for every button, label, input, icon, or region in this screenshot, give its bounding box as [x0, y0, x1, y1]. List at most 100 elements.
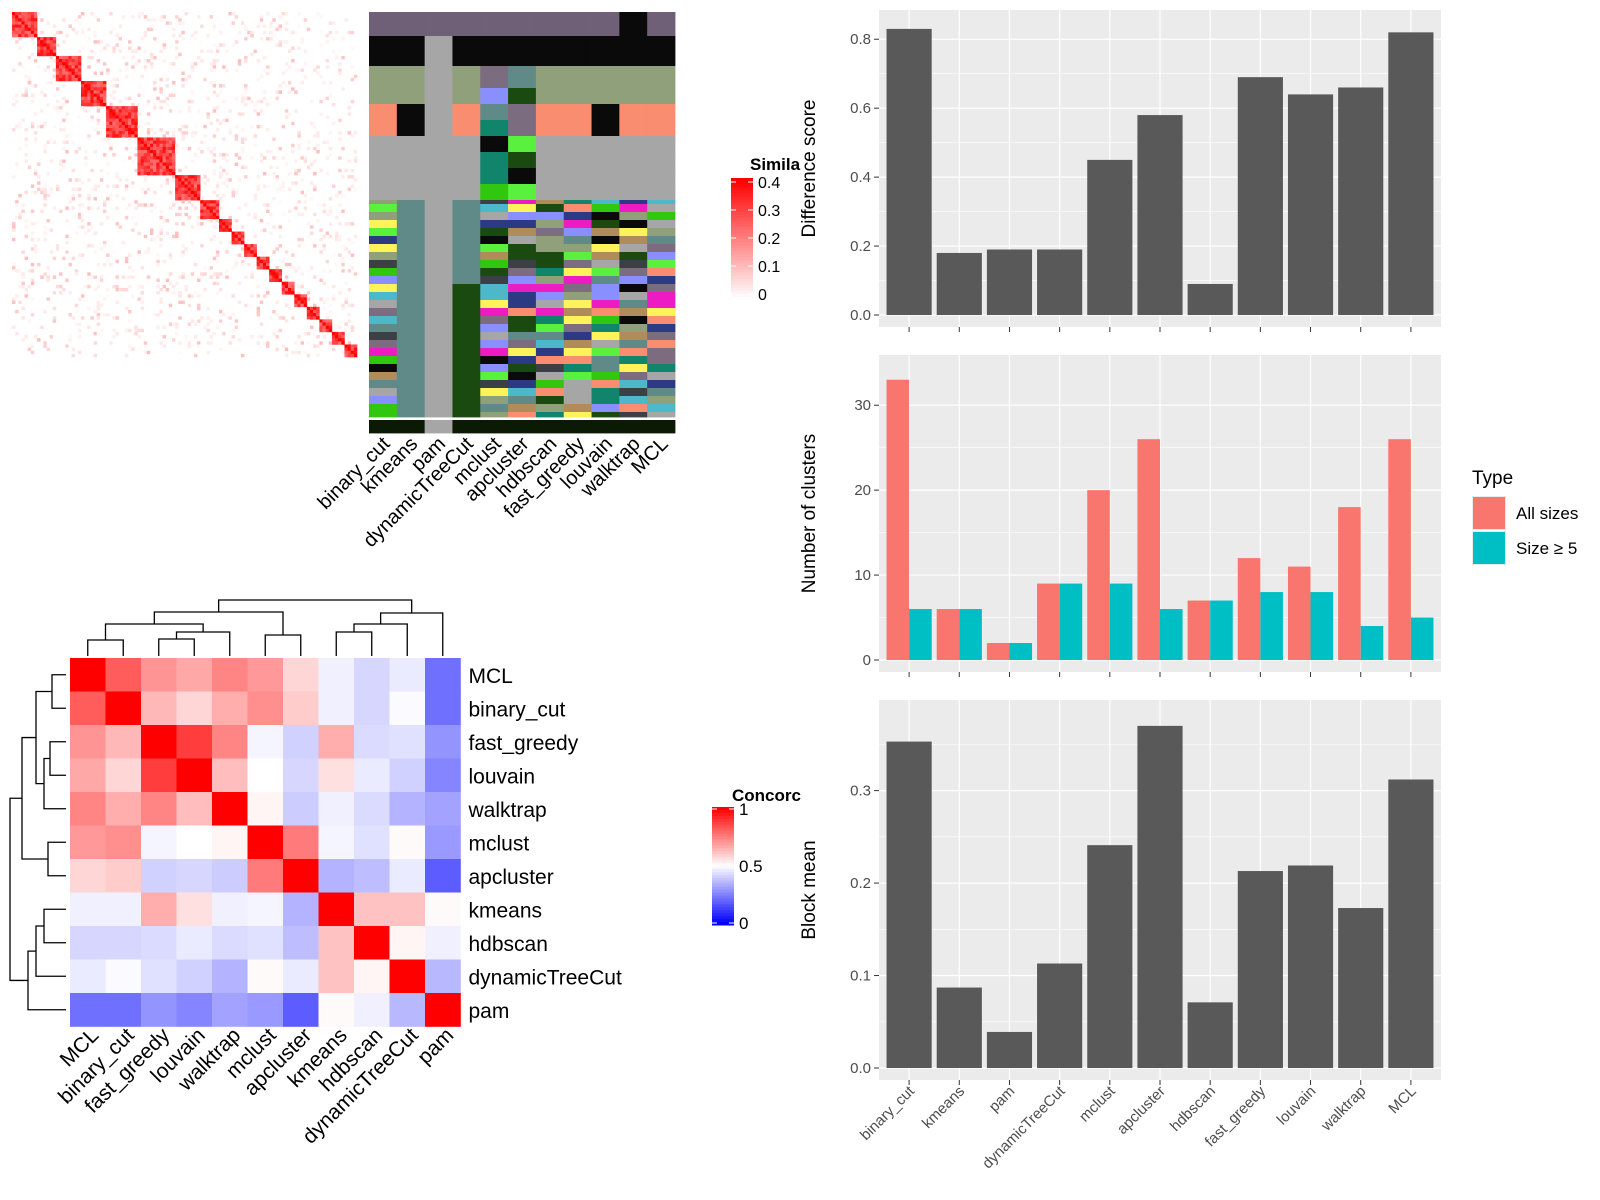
bar-size-ge-5: [1260, 592, 1283, 660]
similarity-cell: [240, 21, 245, 25]
similarity-cell: [313, 303, 317, 308]
similarity-cell: [212, 206, 217, 210]
similarity-cell: [291, 288, 295, 292]
similarity-cell: [118, 134, 123, 138]
similarity-cell: [55, 284, 60, 289]
concordance-cell: [105, 792, 142, 826]
similarity-cell: [62, 18, 66, 22]
similarity-cell: [162, 153, 166, 157]
similarity-cell: [55, 68, 60, 72]
similarity-cell: [322, 203, 326, 207]
cluster-cell: [480, 136, 509, 153]
cluster-cell: [619, 260, 648, 269]
similarity-cell: [165, 171, 170, 176]
similarity-cell: [197, 222, 201, 226]
concordance-cell: [212, 859, 248, 893]
concordance-legend-swatch: [712, 892, 734, 896]
similarity-cell: [215, 206, 220, 210]
similarity-cell: [212, 256, 217, 261]
similarity-cell: [112, 46, 116, 50]
similarity-cell: [106, 121, 110, 126]
similarity-cell: [262, 30, 267, 35]
similarity-cell: [96, 81, 101, 85]
similarity-cell: [165, 181, 170, 185]
similarity-cell: [300, 68, 304, 72]
similarity-cell: [118, 109, 123, 113]
similarity-cell: [269, 275, 273, 279]
similarity-cell: [146, 168, 151, 173]
similarity-cell: [341, 209, 345, 214]
similarity-cell: [112, 153, 116, 157]
similarity-cell: [281, 281, 286, 286]
concordance-cell: [105, 825, 142, 860]
similarity-cell: [93, 102, 97, 107]
similarity-cell: [115, 118, 119, 123]
cluster-cell: [452, 284, 481, 293]
similarity-cell: [209, 219, 214, 223]
similarity-legend-swatch: [731, 199, 753, 203]
similarity-cell: [303, 49, 308, 54]
cluster-cell: [508, 420, 537, 434]
similarity-legend-swatch: [731, 245, 753, 249]
similarity-cell: [237, 231, 242, 235]
similarity-cell: [212, 209, 217, 214]
similarity-cell: [197, 294, 201, 298]
similarity-cell: [178, 33, 182, 38]
similarity-cell: [143, 175, 148, 179]
similarity-cell: [209, 237, 214, 242]
similarity-cell: [68, 200, 72, 204]
similarity-cell: [124, 74, 129, 79]
similarity-cell: [175, 40, 179, 44]
similarity-cell: [234, 231, 239, 235]
similarity-cell: [215, 203, 220, 207]
similarity-cell: [178, 291, 182, 295]
similarity-cell: [300, 178, 304, 182]
similarity-cell: [90, 12, 94, 16]
similarity-cell: [87, 55, 91, 60]
similarity-cell: [153, 190, 157, 195]
similarity-cell: [269, 37, 273, 41]
similarity-cell: [269, 24, 273, 28]
similarity-cell: [187, 190, 192, 195]
similarity-cell: [256, 259, 261, 264]
similarity-cell: [272, 269, 276, 273]
similarity-cell: [12, 222, 16, 226]
cluster-cell: [424, 276, 453, 285]
similarity-cell: [231, 266, 235, 270]
similarity-cell: [313, 306, 317, 311]
similarity-cell: [168, 253, 173, 257]
similarity-cell: [150, 27, 154, 32]
similarity-cell: [341, 306, 345, 311]
y-tick-label: 30: [854, 397, 871, 414]
cluster-cell: [647, 244, 676, 253]
similarity-cell: [275, 275, 279, 279]
similarity-cell: [128, 319, 132, 323]
similarity-cell: [328, 197, 333, 201]
similarity-cell: [87, 90, 91, 94]
similarity-cell: [250, 294, 254, 298]
similarity-cell: [146, 99, 151, 104]
cluster-cell: [508, 136, 537, 153]
concordance-legend-swatch: [712, 842, 734, 846]
col-dendrogram-link: [353, 623, 408, 656]
similarity-cell: [134, 331, 138, 336]
similarity-cell: [109, 244, 113, 248]
similarity-cell: [203, 175, 207, 179]
concordance-legend-swatch: [712, 919, 734, 923]
similarity-cell: [99, 178, 104, 182]
similarity-cell: [131, 228, 135, 232]
cluster-cell: [480, 404, 509, 413]
similarity-cell: [281, 124, 286, 129]
cluster-cell: [591, 404, 620, 413]
similarity-cell: [40, 109, 44, 113]
cluster-cell: [452, 120, 481, 137]
similarity-cell: [87, 87, 91, 91]
similarity-cell: [87, 81, 91, 85]
similarity-cell: [74, 59, 79, 63]
similarity-cell: [181, 253, 185, 257]
concordance-cell: [212, 993, 248, 1027]
similarity-cell: [43, 190, 47, 195]
similarity-cell: [150, 231, 154, 235]
similarity-cell: [203, 77, 207, 82]
